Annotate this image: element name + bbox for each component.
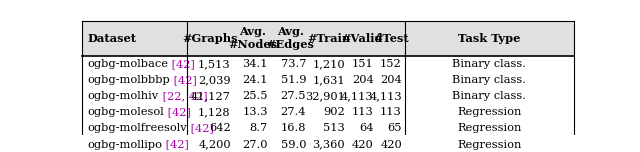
- Text: 113: 113: [380, 107, 402, 117]
- Text: 151: 151: [352, 59, 374, 69]
- Text: #Train: #Train: [307, 33, 350, 44]
- Text: 34.1: 34.1: [243, 59, 268, 69]
- Text: 902: 902: [323, 107, 345, 117]
- Text: 73.7: 73.7: [281, 59, 306, 69]
- Text: [42]: [42]: [170, 75, 197, 85]
- Text: Binary class.: Binary class.: [452, 75, 526, 85]
- Text: 113: 113: [352, 107, 374, 117]
- Text: 513: 513: [323, 123, 345, 133]
- Text: 420: 420: [352, 140, 374, 150]
- Text: ogbg-molesol: ogbg-molesol: [88, 107, 164, 117]
- Text: 59.0: 59.0: [281, 140, 306, 150]
- Text: #Valid: #Valid: [342, 33, 383, 44]
- Text: [22, 42]: [22, 42]: [159, 91, 207, 101]
- Text: 152: 152: [380, 59, 402, 69]
- Text: 3,360: 3,360: [312, 140, 345, 150]
- Text: 41,127: 41,127: [191, 91, 231, 101]
- Text: 8.7: 8.7: [250, 123, 268, 133]
- Text: Avg.
#Edges: Avg. #Edges: [266, 26, 314, 50]
- Text: ogbg-molhiv: ogbg-molhiv: [88, 91, 159, 101]
- Text: 65: 65: [387, 123, 402, 133]
- Text: 27.5: 27.5: [281, 91, 306, 101]
- Text: [42]: [42]: [164, 107, 191, 117]
- Text: 32,901: 32,901: [305, 91, 345, 101]
- Text: Regression: Regression: [457, 123, 522, 133]
- Text: 1,631: 1,631: [312, 75, 345, 85]
- Text: Avg.
#Nodes: Avg. #Nodes: [228, 26, 277, 50]
- Text: 64: 64: [359, 123, 374, 133]
- Text: 1,128: 1,128: [198, 107, 231, 117]
- Text: 420: 420: [380, 140, 402, 150]
- Text: 2,039: 2,039: [198, 75, 231, 85]
- Text: [42]: [42]: [187, 123, 214, 133]
- Text: 51.9: 51.9: [281, 75, 306, 85]
- Text: 204: 204: [380, 75, 402, 85]
- Text: Binary class.: Binary class.: [452, 91, 526, 101]
- Bar: [83, 21, 573, 56]
- Text: ogbg-molfreesolv: ogbg-molfreesolv: [88, 123, 187, 133]
- Text: #Test: #Test: [373, 33, 408, 44]
- Text: 642: 642: [209, 123, 231, 133]
- Text: 27.4: 27.4: [281, 107, 306, 117]
- Text: 4,113: 4,113: [341, 91, 374, 101]
- Text: 24.1: 24.1: [243, 75, 268, 85]
- Text: 13.3: 13.3: [243, 107, 268, 117]
- Text: 1,210: 1,210: [312, 59, 345, 69]
- Text: [42]: [42]: [168, 59, 195, 69]
- Text: Task Type: Task Type: [458, 33, 520, 44]
- Text: ogbg-molbbbp: ogbg-molbbbp: [88, 75, 170, 85]
- Text: 4,113: 4,113: [369, 91, 402, 101]
- Text: 204: 204: [352, 75, 374, 85]
- Text: Regression: Regression: [457, 140, 522, 150]
- Text: Binary class.: Binary class.: [452, 59, 526, 69]
- Text: ogbg-molbace: ogbg-molbace: [88, 59, 168, 69]
- Text: 27.0: 27.0: [243, 140, 268, 150]
- Text: 16.8: 16.8: [281, 123, 306, 133]
- Text: Dataset: Dataset: [88, 33, 136, 44]
- Text: [42]: [42]: [163, 140, 189, 150]
- Text: ogbg-mollipo: ogbg-mollipo: [88, 140, 163, 150]
- Text: 1,513: 1,513: [198, 59, 231, 69]
- Text: #Graphs: #Graphs: [182, 33, 238, 44]
- Text: 4,200: 4,200: [198, 140, 231, 150]
- Text: 25.5: 25.5: [243, 91, 268, 101]
- Text: Regression: Regression: [457, 107, 522, 117]
